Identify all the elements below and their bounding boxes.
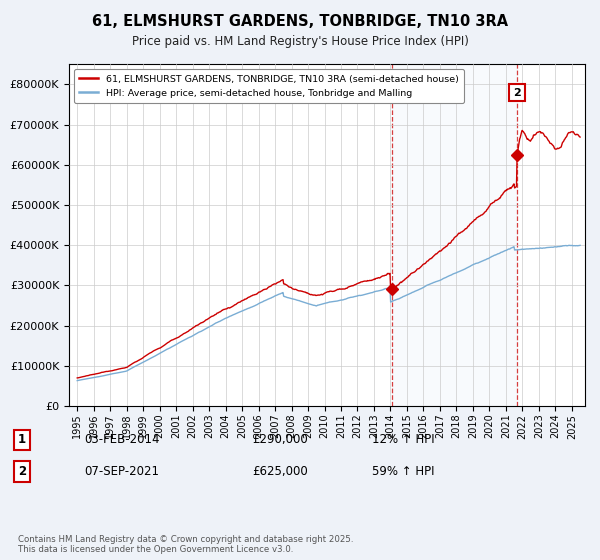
- Text: 61, ELMSHURST GARDENS, TONBRIDGE, TN10 3RA: 61, ELMSHURST GARDENS, TONBRIDGE, TN10 3…: [92, 14, 508, 29]
- Text: £625,000: £625,000: [252, 465, 308, 478]
- Text: £290,000: £290,000: [252, 433, 308, 446]
- Text: Price paid vs. HM Land Registry's House Price Index (HPI): Price paid vs. HM Land Registry's House …: [131, 35, 469, 48]
- Text: 1: 1: [388, 87, 396, 97]
- Text: 1: 1: [18, 433, 26, 446]
- Text: 2: 2: [513, 87, 521, 97]
- Text: 59% ↑ HPI: 59% ↑ HPI: [372, 465, 434, 478]
- Text: 12% ↑ HPI: 12% ↑ HPI: [372, 433, 434, 446]
- Text: 07-SEP-2021: 07-SEP-2021: [84, 465, 159, 478]
- Text: 2: 2: [18, 465, 26, 478]
- Bar: [392, 64, 517, 406]
- Text: 03-FEB-2014: 03-FEB-2014: [84, 433, 160, 446]
- Text: Contains HM Land Registry data © Crown copyright and database right 2025.
This d: Contains HM Land Registry data © Crown c…: [18, 535, 353, 554]
- Legend: 61, ELMSHURST GARDENS, TONBRIDGE, TN10 3RA (semi-detached house), HPI: Average p: 61, ELMSHURST GARDENS, TONBRIDGE, TN10 3…: [74, 69, 464, 103]
